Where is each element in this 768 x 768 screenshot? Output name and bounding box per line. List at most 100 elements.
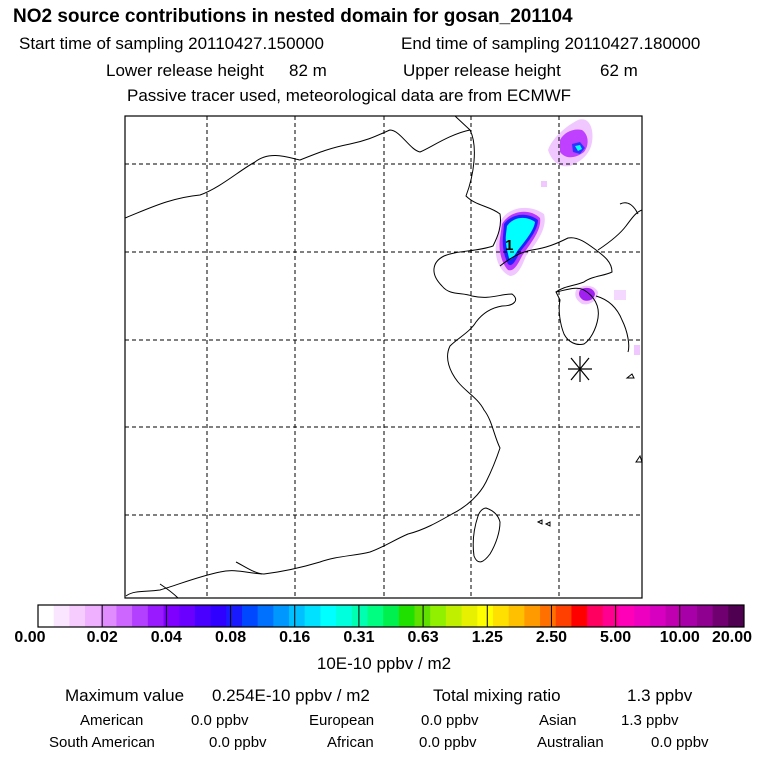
plume-ne-core [575,145,582,151]
colorbar-swatch [665,605,682,627]
european-label: European [309,712,375,729]
grid-lines [125,116,642,598]
colorbar-tick-label: 0.31 [343,629,375,646]
colorbar-swatch [210,605,227,627]
colorbar-swatch [712,605,729,627]
map-frame [124,115,643,599]
colorbar-swatch [100,605,117,627]
african-value: 0.0 ppbv [419,734,477,751]
upper-release-value: 62 m [600,61,638,80]
release-marker: 1 [505,237,513,254]
colorbar-swatch [132,605,149,627]
american-label: American [80,712,144,729]
colorbar-swatch [634,605,651,627]
receptor-star-icon [568,356,592,382]
european-value: 0.0 ppbv [421,712,479,729]
plume-korea-mid [579,287,595,301]
colorbar [37,604,745,628]
colorbar-tick-label: 1.25 [471,629,503,646]
colorbar-swatch [116,605,133,627]
start-time: Start time of sampling 20110427.150000 [19,34,324,53]
american-value: 0.0 ppbv [191,712,249,729]
colorbar-swatch [524,605,541,627]
colorbar-swatch [320,605,337,627]
coastline-peninsula-north [499,237,613,293]
colorbar-swatch [618,605,635,627]
max-value: 0.254E-10 ppbv / m2 [212,686,370,705]
colorbar-swatch [69,605,86,627]
colorbar-tick-label: 0.00 [14,629,46,646]
lower-release-value: 82 m [289,61,327,80]
colorbar-swatch [226,605,243,627]
colorbar-swatch [571,605,588,627]
colorbar-swatch [649,605,667,627]
australian-label: Australian [537,734,604,751]
colorbar-swatch [194,605,212,627]
colorbar-swatch [163,605,180,627]
colorbar-swatch [602,605,619,627]
border-lines [159,561,263,599]
colorbar-swatch [147,605,165,627]
chart-title: NO2 source contributions in nested domai… [13,6,573,27]
max-value-label: Maximum value [65,686,185,705]
coastlines [124,115,643,599]
total-mixing-value: 1.3 ppbv [627,686,693,705]
colorbar-swatch [398,605,416,627]
colorbar-swatch [508,605,525,627]
plume-speck-2 [614,290,626,300]
colorbar-swatch [477,605,494,627]
colorbar-swatch [257,605,274,627]
upper-release-label: Upper release height [403,61,561,80]
colorbar-swatch [383,605,400,627]
australian-value: 0.0 ppbv [651,734,709,751]
asian-value: 1.3 ppbv [621,712,679,729]
colorbar-tick-label: 10.00 [659,629,700,646]
plume-speck-1 [541,181,547,187]
colorbar-tick-label: 2.50 [535,629,568,646]
colorbar-swatch [492,605,510,627]
colorbar-swatch [461,605,478,627]
colorbar-swatch [681,605,698,627]
colorbar-swatch [555,605,572,627]
colorbar-swatch [540,605,557,627]
colorbar-tick-label: 5.00 [600,629,632,646]
colorbar-swatch [696,605,714,627]
colorbar-swatch [351,605,368,627]
colorbar-tick-label: 20.00 [711,629,753,646]
colorbar-swatch [336,605,353,627]
colorbar-swatch [85,605,102,627]
colorbar-unit: 10E-10 ppbv / m2 [316,654,452,673]
colorbar-tick-label: 0.63 [407,629,439,646]
coastline-northeast [597,202,643,251]
coastline-korea [555,287,630,353]
south-american-value: 0.0 ppbv [209,734,267,751]
total-mixing-label: Total mixing ratio [433,686,561,705]
colorbar-tick-label: 0.08 [214,629,247,646]
colorbar-swatch [273,605,290,627]
plume-main-core [505,217,535,260]
colorbar-swatch [430,605,447,627]
colorbar-swatch [728,605,745,627]
colorbar-swatch [587,605,604,627]
end-time: End time of sampling 20110427.180000 [401,34,701,53]
colorbar-swatch [445,605,463,627]
colorbar-tick-label: 0.04 [150,629,182,646]
colorbar-swatch [38,605,55,627]
coastline-islands [536,373,643,527]
tracer-note: Passive tracer used, meteorological data… [127,86,572,105]
plume-layer [495,119,640,355]
colorbar-swatch [179,605,196,627]
colorbar-swatch [367,605,384,627]
south-american-label: South American [49,734,155,751]
colorbar-frame [37,604,745,628]
lower-release-label: Lower release height [106,61,264,80]
colorbar-swatch [304,605,321,627]
colorbar-swatch [289,605,306,627]
coastline-mainland [124,115,517,597]
colorbar-tick-label: 0.02 [86,629,118,646]
colorbar-tick-label: 0.16 [279,629,311,646]
asian-label: Asian [539,712,577,729]
coastline-taiwan [472,507,501,563]
colorbar-swatch [241,605,259,627]
